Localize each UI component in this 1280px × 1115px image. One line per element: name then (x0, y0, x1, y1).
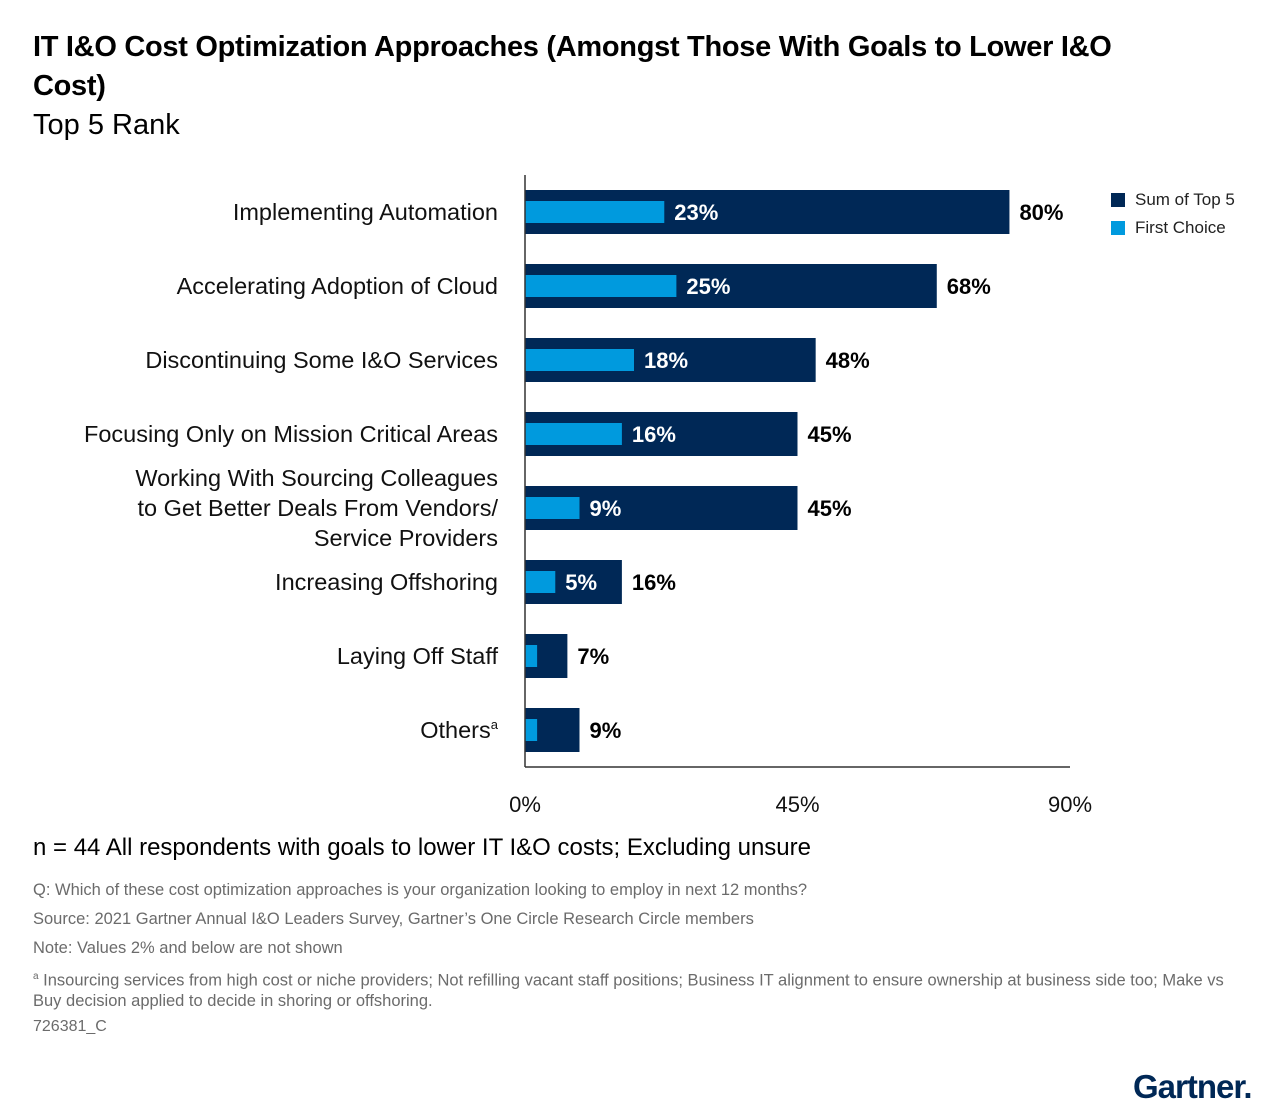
footnote-mark: a (33, 971, 39, 982)
x-tick-label: 45% (775, 792, 819, 817)
survey-question: Q: Which of these cost optimization appr… (33, 881, 808, 899)
data-label-sum: 48% (826, 348, 870, 373)
data-label-sum: 45% (808, 496, 852, 521)
bar-first-choice (525, 201, 665, 223)
data-label-sum: 9% (590, 718, 622, 743)
footnote-text: Insourcing services from high cost or ni… (33, 971, 1224, 1010)
data-label-first-choice: 18% (644, 348, 688, 373)
chart-legend: Sum of Top 5 First Choice (1111, 186, 1235, 242)
category-label: Discontinuing Some I&O Services (145, 347, 498, 373)
category-label: Service Providers (314, 525, 498, 551)
category-label: Othersa (420, 717, 499, 743)
bar-chart: 80% 23% Implementing Automation 68% 25% Accel… (84, 175, 1092, 817)
x-tick-label: 0% (509, 792, 541, 817)
category-label: Implementing Automation (233, 199, 498, 225)
data-label-first-choice: 16% (632, 422, 676, 447)
legend-item-sum: Sum of Top 5 (1111, 186, 1235, 214)
chart-title: IT I&O Cost Optimization Approaches (Amo… (33, 31, 1112, 102)
bar-first-choice (525, 349, 634, 371)
data-label-sum: 45% (808, 422, 852, 447)
legend-swatch-first (1111, 221, 1125, 235)
bar-first-choice (525, 423, 622, 445)
data-label-first-choice: 5% (565, 570, 597, 595)
bar-first-choice (525, 497, 580, 519)
category-label: Accelerating Adoption of Cloud (177, 273, 498, 299)
category-label: Focusing Only on Mission Critical Areas (84, 421, 498, 447)
gartner-logo: Gartner. (1133, 1068, 1253, 1105)
category-label: Increasing Offshoring (275, 569, 498, 595)
category-label: Working With Sourcing Colleagues (135, 465, 498, 491)
category-label: Laying Off Staff (337, 643, 499, 669)
footnotes: Q: Which of these cost optimization appr… (33, 880, 1243, 1020)
legend-swatch-sum (1111, 193, 1125, 207)
figure-code: 726381_C (33, 1018, 107, 1035)
category-label: to Get Better Deals From Vendors/ (138, 495, 499, 521)
bar-first-choice (525, 571, 556, 593)
legend-label-first: First Choice (1135, 218, 1226, 237)
values-note: Note: Values 2% and below are not shown (33, 939, 343, 957)
legend-item-first: First Choice (1111, 214, 1235, 242)
legend-label-sum: Sum of Top 5 (1135, 190, 1235, 209)
chart-subtitle: Top 5 Rank (33, 109, 180, 141)
bar-first-choice (525, 719, 538, 741)
category-superscript: a (491, 717, 499, 732)
data-label-sum: 16% (632, 570, 676, 595)
footnote-a: a Insourcing services from high cost or … (33, 967, 1243, 1011)
source-note: Source: 2021 Gartner Annual I&O Leaders … (33, 910, 754, 928)
data-label-first-choice: 9% (590, 496, 622, 521)
bar-first-choice (525, 645, 538, 667)
bar-first-choice (525, 275, 677, 297)
x-tick-label: 90% (1048, 792, 1092, 817)
data-label-first-choice: 25% (686, 274, 730, 299)
data-label-sum: 68% (947, 274, 991, 299)
sample-size-note: n = 44 All respondents with goals to low… (33, 834, 811, 861)
data-label-sum: 7% (577, 644, 609, 669)
data-label-sum: 80% (1019, 200, 1063, 225)
data-label-first-choice: 23% (674, 200, 718, 225)
